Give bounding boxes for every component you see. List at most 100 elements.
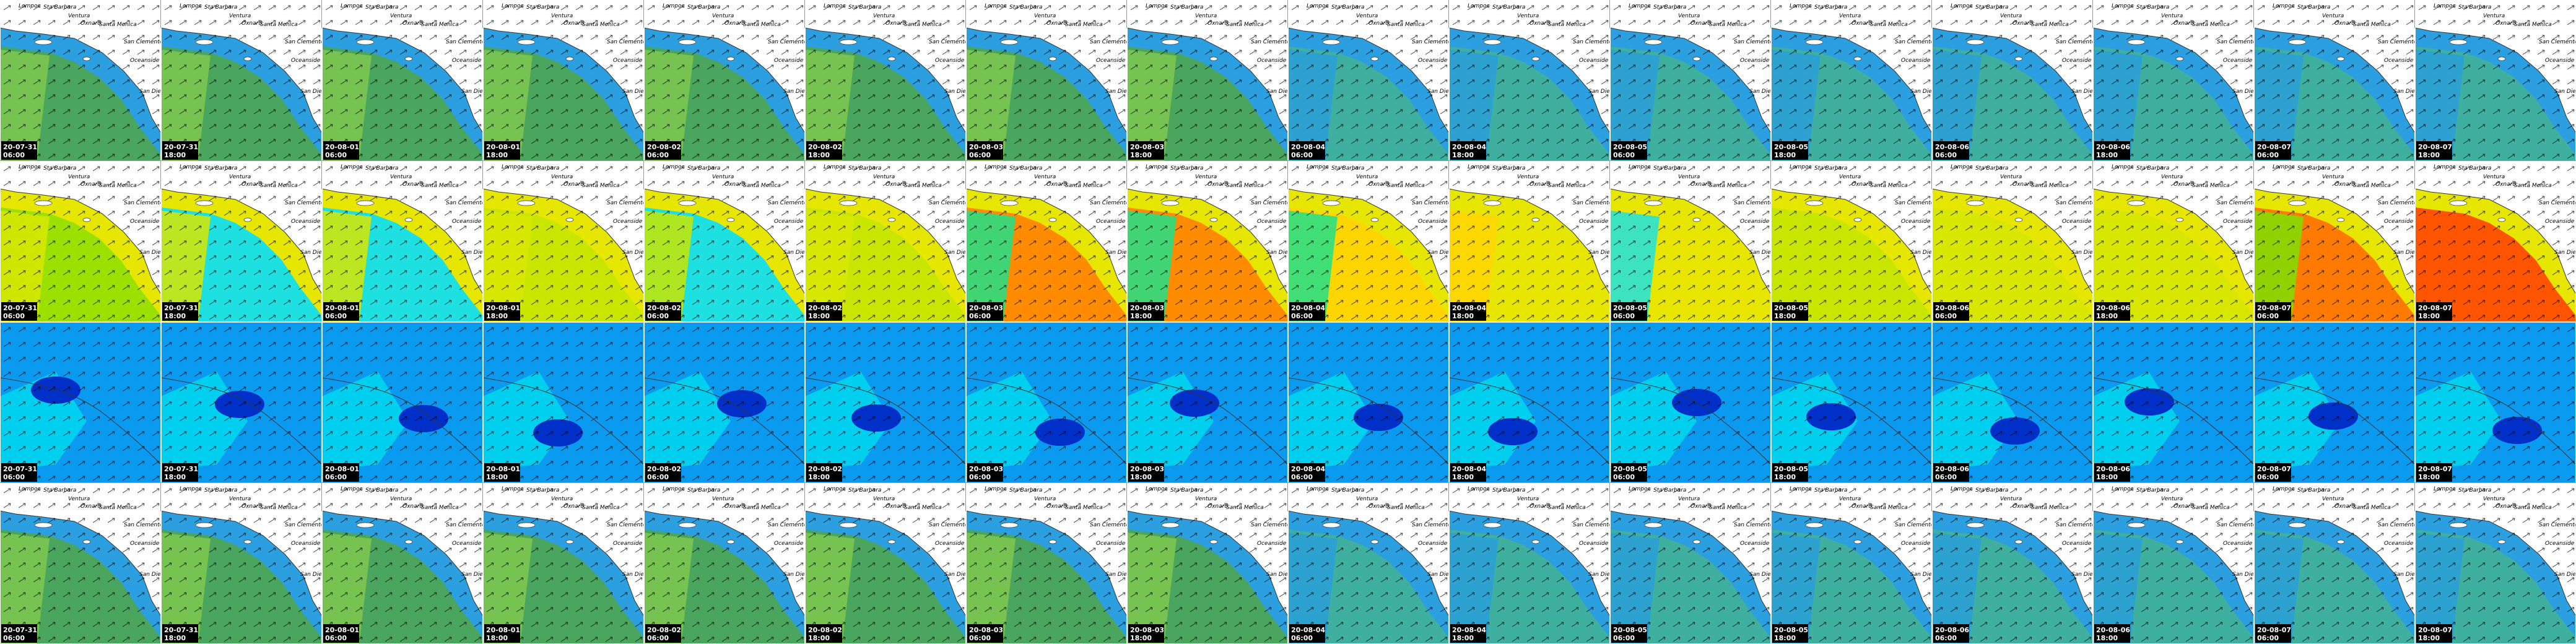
time-label: 18:00 bbox=[2096, 312, 2118, 320]
date-label: 20-08-04 bbox=[1291, 304, 1325, 312]
time-label: 18:00 bbox=[1452, 151, 1474, 159]
label-box bbox=[806, 624, 842, 643]
label-box bbox=[2255, 463, 2291, 482]
map-tile: LompocSta BarbaraVenturaSanta MonicaOxna… bbox=[1287, 482, 1456, 644]
label-box bbox=[967, 463, 1003, 482]
wind-arrows bbox=[2093, 161, 2254, 322]
time-label: 06:00 bbox=[1291, 473, 1313, 481]
map-tile: LompocSta BarbaraVenturaSanta MonicaOxna… bbox=[1448, 0, 1617, 161]
date-label: 20-08-03 bbox=[1130, 304, 1164, 312]
wind-arrows bbox=[1449, 483, 1610, 644]
date-label: 20-08-06 bbox=[2096, 143, 2130, 151]
map-tile: LompocSta BarbaraVenturaSanta MonicaOxna… bbox=[2253, 482, 2422, 644]
time-label: 18:00 bbox=[1774, 312, 1796, 320]
time-label: 06:00 bbox=[1935, 312, 1957, 320]
time-label: 06:00 bbox=[647, 634, 669, 642]
frame bbox=[2093, 161, 2254, 322]
date-label: 20-08-03 bbox=[969, 465, 1003, 473]
wind-arrows bbox=[483, 161, 644, 322]
wind-arrows bbox=[2093, 322, 2254, 483]
label-box bbox=[1289, 302, 1325, 321]
wind-arrows bbox=[966, 0, 1127, 161]
time-label: 06:00 bbox=[2257, 634, 2279, 642]
date-label: 20-08-04 bbox=[1291, 465, 1325, 473]
wind-arrows bbox=[1288, 483, 1449, 644]
frame bbox=[322, 161, 483, 322]
time-label: 18:00 bbox=[1130, 634, 1152, 642]
wind-arrows bbox=[966, 483, 1127, 644]
label-box bbox=[2094, 624, 2130, 643]
label-box bbox=[1, 463, 37, 482]
label-box bbox=[1450, 624, 1486, 643]
time-label: 06:00 bbox=[325, 151, 347, 159]
label-box bbox=[484, 302, 520, 321]
map-tile: LompocSta BarbaraVenturaSanta MonicaOxna… bbox=[1287, 0, 1456, 161]
time-label: 06:00 bbox=[3, 151, 25, 159]
time-label: 06:00 bbox=[325, 473, 347, 481]
wind-arrows bbox=[2254, 322, 2415, 483]
date-label: 20-08-04 bbox=[1291, 626, 1325, 634]
date-label: 20-08-04 bbox=[1452, 626, 1486, 634]
wind-arrows bbox=[0, 161, 161, 322]
date-label: 20-08-07 bbox=[2418, 465, 2452, 473]
time-label: 06:00 bbox=[2257, 151, 2279, 159]
time-label: 06:00 bbox=[969, 312, 991, 320]
wind-arrows bbox=[1288, 322, 1449, 483]
label-box bbox=[967, 141, 1003, 160]
label-box bbox=[1933, 141, 1969, 160]
date-label: 20-08-01 bbox=[486, 143, 520, 151]
time-label: 18:00 bbox=[1130, 312, 1152, 320]
map-tile: LompocSta BarbaraVenturaSanta MonicaOxna… bbox=[1770, 482, 1939, 644]
date-label: 20-08-02 bbox=[808, 304, 842, 312]
time-label: 18:00 bbox=[1774, 634, 1796, 642]
map-tile: LompocSta BarbaraVenturaSanta MonicaOxna… bbox=[0, 482, 168, 644]
label-box bbox=[1128, 624, 1164, 643]
date-label: 20-08-05 bbox=[1613, 304, 1647, 312]
label-box bbox=[1289, 141, 1325, 160]
wind-arrows bbox=[0, 322, 161, 483]
time-label: 06:00 bbox=[647, 473, 669, 481]
frame bbox=[1288, 161, 1449, 322]
wind-arrows bbox=[2415, 0, 2576, 161]
label-box bbox=[2255, 141, 2291, 160]
date-label: 20-08-03 bbox=[969, 304, 1003, 312]
date-label: 20-08-07 bbox=[2418, 143, 2452, 151]
map-tile: LompocSta BarbaraVenturaSanta MonicaOxna… bbox=[2253, 0, 2422, 161]
label-box bbox=[323, 302, 359, 321]
wind-arrows bbox=[322, 483, 483, 644]
wind-arrows bbox=[1932, 0, 2093, 161]
time-label: 18:00 bbox=[1774, 473, 1796, 481]
date-label: 20-08-04 bbox=[1452, 304, 1486, 312]
wind-arrows bbox=[483, 0, 644, 161]
date-label: 20-08-06 bbox=[2096, 626, 2130, 634]
date-label: 20-08-04 bbox=[1452, 465, 1486, 473]
map-tile: LompocSta BarbaraVenturaSanta MonicaOxna… bbox=[2092, 482, 2261, 644]
time-label: 18:00 bbox=[2418, 634, 2440, 642]
map-tile: LompocSta BarbaraVenturaSanta MonicaOxna… bbox=[965, 160, 1134, 322]
wind-arrows bbox=[805, 161, 966, 322]
wind-arrows bbox=[1771, 161, 1932, 322]
label-box bbox=[2094, 463, 2130, 482]
time-label: 18:00 bbox=[486, 473, 508, 481]
date-label: 20-07-31 bbox=[3, 143, 37, 151]
date-label: 20-08-01 bbox=[486, 465, 520, 473]
label-box bbox=[806, 463, 842, 482]
time-label: 18:00 bbox=[2096, 151, 2118, 159]
wind-arrows bbox=[1771, 483, 1932, 644]
date-label: 20-07-31 bbox=[164, 143, 198, 151]
time-label: 18:00 bbox=[486, 634, 508, 642]
date-label: 20-07-31 bbox=[164, 626, 198, 634]
wind-arrows bbox=[966, 322, 1127, 483]
time-label: 18:00 bbox=[2418, 151, 2440, 159]
time-label: 06:00 bbox=[1935, 473, 1957, 481]
date-label: 20-08-07 bbox=[2418, 626, 2452, 634]
date-label: 20-08-03 bbox=[1130, 143, 1164, 151]
map-tile: LompocSta BarbaraVenturaSanta MonicaOxna… bbox=[2414, 160, 2576, 322]
map-tile: LompocSta BarbaraVenturaSanta MonicaOxna… bbox=[1931, 482, 2100, 644]
time-label: 18:00 bbox=[2096, 634, 2118, 642]
time-label: 06:00 bbox=[325, 634, 347, 642]
map-tile: LompocSta BarbaraVenturaSanta MonicaOxna… bbox=[482, 160, 651, 322]
time-label: 06:00 bbox=[1935, 634, 1957, 642]
